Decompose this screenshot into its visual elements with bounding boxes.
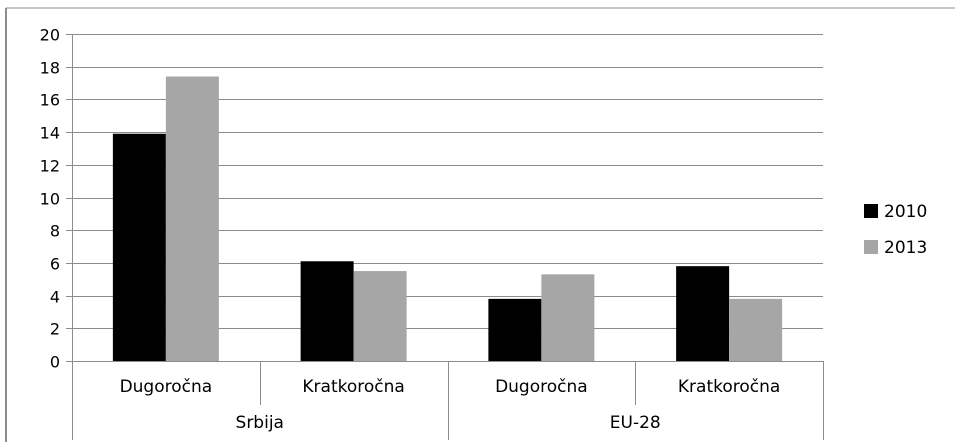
- y-tick-label: 10: [40, 190, 60, 209]
- axes: [66, 34, 824, 440]
- legend-swatch-2013: [864, 240, 878, 254]
- x-category-label: Dugoročna: [120, 377, 213, 397]
- legend-swatch-2010: [864, 204, 878, 218]
- y-tick-label: 6: [50, 255, 60, 274]
- y-tick-label: 20: [40, 26, 60, 45]
- legend-label-2013: 2013: [884, 238, 927, 258]
- bar-2010-3: [488, 298, 542, 361]
- y-tick-label: 18: [40, 59, 60, 78]
- axis-labels: 0 2 4 6 8 10 12 14 16 18 20 Dugoročna Kratkoročna Dug…: [40, 26, 781, 434]
- bar-2013-1: [165, 76, 219, 361]
- bar-2013-3: [541, 274, 595, 361]
- y-tick-label: 2: [50, 320, 60, 339]
- x-group-label: EU-28: [610, 413, 661, 433]
- y-tick-label: 14: [40, 124, 60, 143]
- bar-2013-2: [353, 271, 407, 361]
- x-category-label: Dugoročna: [495, 377, 588, 397]
- y-tick-label: 12: [40, 157, 60, 176]
- bar-2010-4: [676, 266, 730, 361]
- bars: [112, 76, 783, 361]
- y-tick-label: 16: [40, 91, 60, 110]
- y-tick-label: 8: [50, 222, 60, 241]
- bar-2013-4: [729, 298, 783, 361]
- x-category-label: Kratkoročna: [302, 377, 404, 397]
- bar-2010-1: [112, 133, 166, 361]
- bar-2010-2: [300, 261, 354, 361]
- x-category-label: Kratkoročna: [678, 377, 780, 397]
- legend-label-2010: 2010: [884, 202, 927, 222]
- y-tick-label: 4: [50, 288, 60, 307]
- legend: 2010 2013: [864, 202, 927, 258]
- y-tick-label: 0: [50, 353, 60, 372]
- x-group-label: Srbija: [236, 413, 284, 433]
